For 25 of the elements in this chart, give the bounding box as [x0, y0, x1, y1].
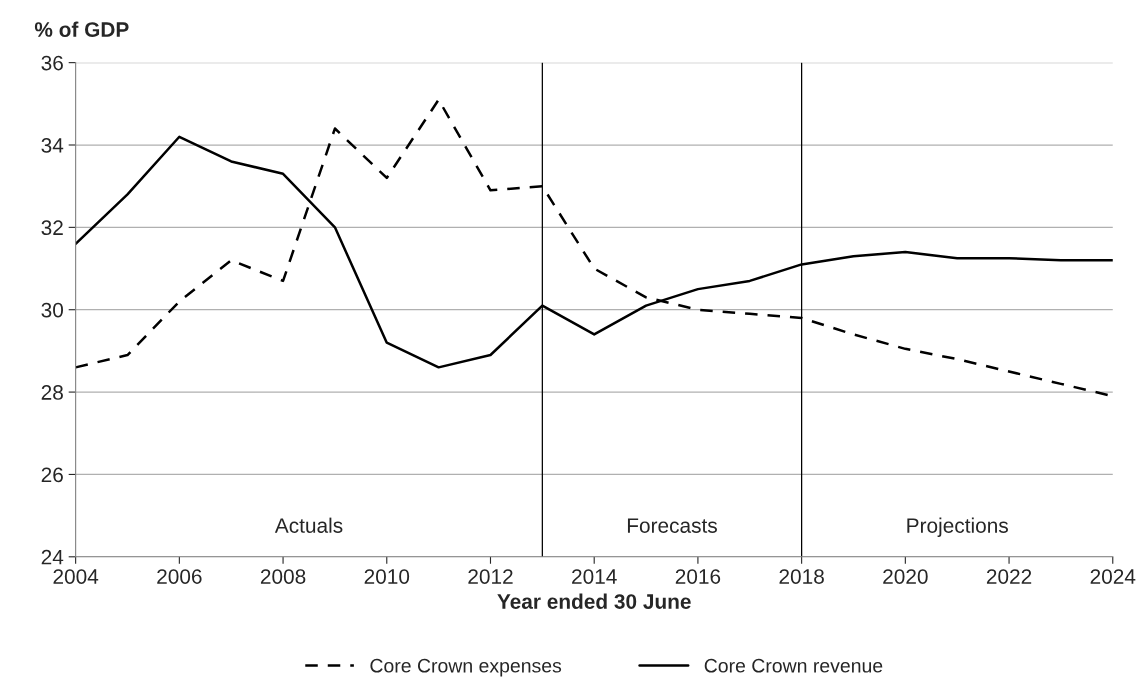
- y-tick-label: 30: [41, 302, 64, 318]
- y-tick-label: 32: [41, 220, 63, 236]
- x-tick-label: 2004: [53, 569, 99, 584]
- annotation: Projections: [907, 517, 1008, 538]
- y-tick-label: 26: [41, 467, 63, 483]
- annotation: Forecasts: [627, 518, 717, 533]
- x-tick-label: 2010: [364, 569, 410, 584]
- x-tick-label: 2018: [779, 569, 824, 584]
- x-tick-label: 2022: [986, 569, 1032, 584]
- annotation: Actuals: [274, 517, 343, 533]
- x-tick-label: 2020: [883, 569, 928, 584]
- x-tick-label: 2024: [1090, 569, 1136, 584]
- x-axis-title: Year ended 30 June: [497, 593, 691, 609]
- y-tick-label: 24: [41, 549, 64, 565]
- x-tick-label: 2008: [260, 569, 306, 584]
- x-tick-label: 2014: [572, 569, 617, 584]
- y-axis-title: % of GDP: [34, 21, 129, 37]
- y-tick-label: 28: [41, 385, 63, 400]
- x-tick-label: 2012: [468, 569, 513, 584]
- x-tick-label: 2006: [157, 569, 202, 584]
- x-tick-label: 2016: [675, 569, 721, 584]
- y-tick-label: 36: [41, 55, 63, 71]
- y-tick-label: 34: [41, 138, 64, 153]
- legend-label: Core Crown expenses: [370, 658, 562, 677]
- legend-label: Core Crown revenue: [704, 658, 883, 673]
